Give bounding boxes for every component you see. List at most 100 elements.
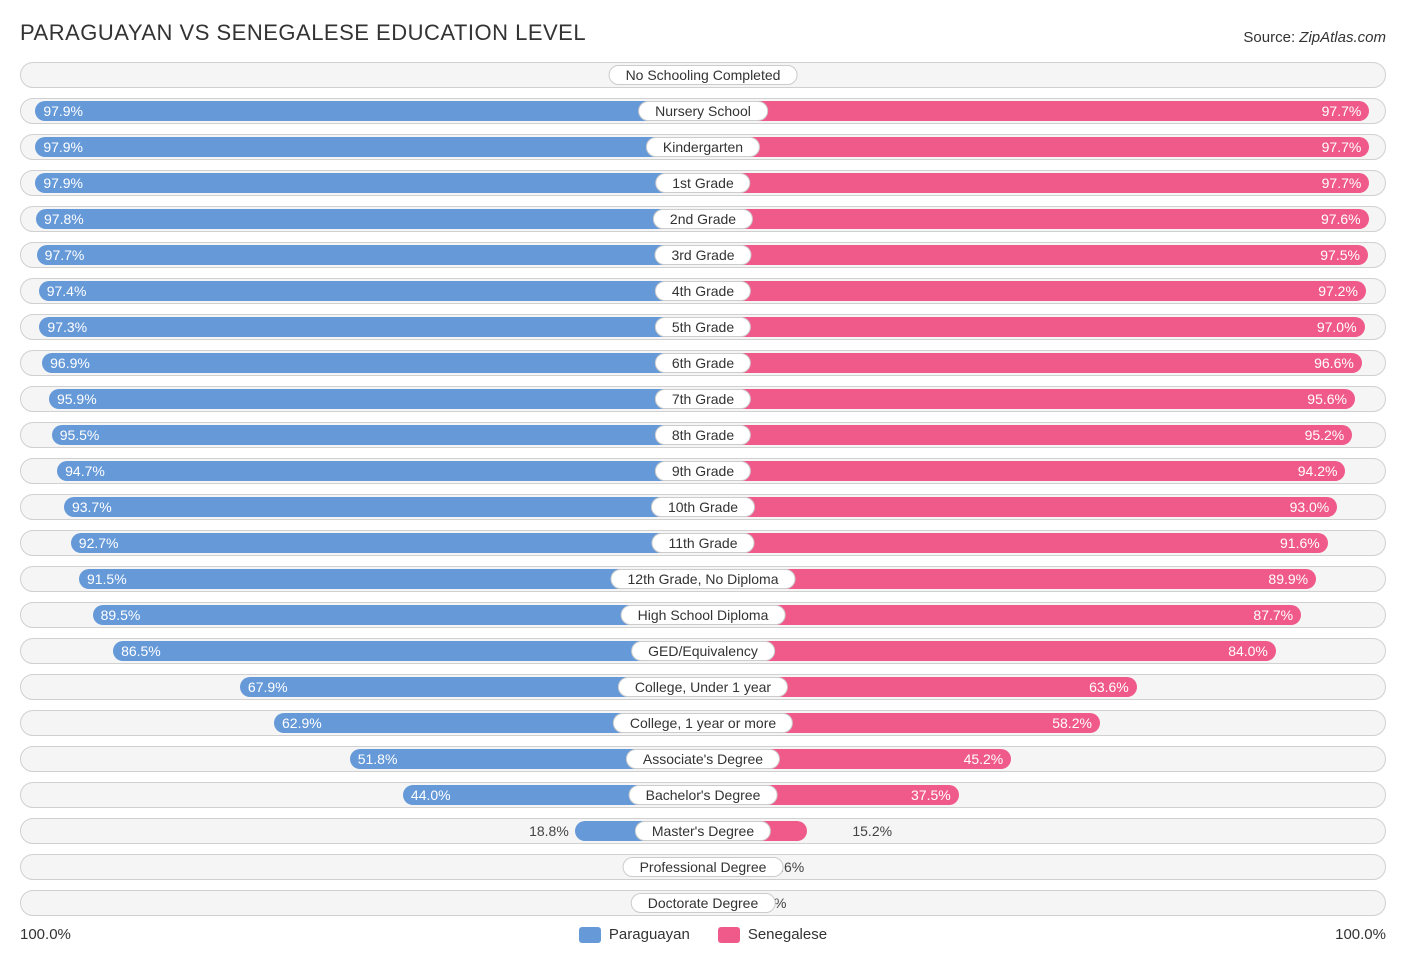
bar-half-left: 97.7%	[21, 243, 703, 267]
chart-title: PARAGUAYAN VS SENEGALESE EDUCATION LEVEL	[20, 20, 586, 46]
category-label: No Schooling Completed	[609, 65, 798, 85]
bar-half-right: 97.0%	[703, 315, 1385, 339]
bar-right	[703, 137, 1369, 157]
bar-half-right: 89.9%	[703, 567, 1385, 591]
value-left: 95.5%	[52, 423, 100, 447]
bar-left	[93, 605, 703, 625]
bar-half-left: 89.5%	[21, 603, 703, 627]
bar-half-left: 91.5%	[21, 567, 703, 591]
bar-half-left: 92.7%	[21, 531, 703, 555]
bar-half-left: 93.7%	[21, 495, 703, 519]
bar-half-right: 95.2%	[703, 423, 1385, 447]
category-label: 7th Grade	[655, 389, 751, 409]
category-label: College, 1 year or more	[613, 713, 793, 733]
category-label: Associate's Degree	[626, 749, 780, 769]
bar-right	[703, 245, 1368, 265]
bar-left	[52, 425, 703, 445]
axis-left-max: 100.0%	[20, 926, 71, 943]
chart-row: 97.3%97.0%5th Grade	[20, 314, 1386, 340]
chart-footer: 100.0% Paraguayan Senegalese 100.0%	[20, 926, 1386, 943]
value-right: 95.6%	[1307, 387, 1355, 411]
legend-swatch-left	[579, 927, 601, 943]
bar-half-left: 67.9%	[21, 675, 703, 699]
bar-half-left: 94.7%	[21, 459, 703, 483]
chart-row: 62.9% 58.2% College, 1 year or more	[20, 710, 1386, 736]
value-right: 97.7%	[1322, 99, 1370, 123]
bar-half-right: 97.7%	[703, 135, 1385, 159]
bar-half-right: 63.6%	[703, 675, 1385, 699]
bar-right	[703, 605, 1301, 625]
bar-half-right: 87.7%	[703, 603, 1385, 627]
value-left: 97.9%	[35, 99, 83, 123]
bar-left	[39, 281, 703, 301]
category-label: High School Diploma	[621, 605, 786, 625]
value-left: 94.7%	[57, 459, 105, 483]
category-label: Bachelor's Degree	[629, 785, 778, 805]
chart-row: 96.9%96.6%6th Grade	[20, 350, 1386, 376]
bar-half-left: 95.5%	[21, 423, 703, 447]
bar-left	[57, 461, 703, 481]
category-label: 2nd Grade	[653, 209, 753, 229]
chart-row: 67.9%63.6%College, Under 1 year	[20, 674, 1386, 700]
bar-half-right: 4.6%	[703, 855, 1385, 879]
chart-source: Source: ZipAtlas.com	[1243, 29, 1386, 46]
bar-right	[703, 389, 1355, 409]
value-left: 97.9%	[35, 171, 83, 195]
value-right: 97.0%	[1317, 315, 1365, 339]
category-label: 11th Grade	[651, 533, 754, 553]
category-label: Nursery School	[638, 101, 768, 121]
value-right: 93.0%	[1290, 495, 1338, 519]
bar-half-left: 96.9%	[21, 351, 703, 375]
bar-left	[42, 353, 703, 373]
bar-half-right: 15.2%	[703, 819, 1385, 843]
bar-half-left: 97.8%	[21, 207, 703, 231]
chart-header: PARAGUAYAN VS SENEGALESE EDUCATION LEVEL…	[20, 20, 1386, 46]
category-label: GED/Equivalency	[631, 641, 775, 661]
bar-right	[703, 461, 1345, 481]
chart-row: 2.3%2.0%Doctorate Degree	[20, 890, 1386, 916]
bar-half-left: 51.8%	[21, 747, 703, 771]
bar-left	[64, 497, 703, 517]
value-left: 89.5%	[93, 603, 141, 627]
value-right: 97.2%	[1318, 279, 1366, 303]
value-right: 84.0%	[1228, 639, 1276, 663]
category-label: 12th Grade, No Diploma	[611, 569, 796, 589]
category-label: 3rd Grade	[654, 245, 751, 265]
value-left: 86.5%	[113, 639, 161, 663]
value-left: 95.9%	[49, 387, 97, 411]
category-label: 1st Grade	[655, 173, 750, 193]
legend-label-right: Senegalese	[748, 926, 827, 943]
value-right: 96.6%	[1314, 351, 1362, 375]
bar-half-left: 86.5%	[21, 639, 703, 663]
value-right: 87.7%	[1253, 603, 1301, 627]
chart-row: 94.7%94.2%9th Grade	[20, 458, 1386, 484]
chart-row: 97.9%97.7%Kindergarten	[20, 134, 1386, 160]
bar-right	[703, 497, 1337, 517]
legend-label-left: Paraguayan	[609, 926, 690, 943]
category-label: 4th Grade	[655, 281, 751, 301]
legend: Paraguayan Senegalese	[579, 926, 827, 943]
value-left: 44.0%	[403, 783, 451, 807]
chart-row: 18.8%15.2%Master's Degree	[20, 818, 1386, 844]
value-left: 67.9%	[240, 675, 288, 699]
chart-row: 86.5% 84.0% GED/Equivalency	[20, 638, 1386, 664]
bar-half-right: 2.0%	[703, 891, 1385, 915]
value-left: 91.5%	[79, 567, 127, 591]
value-left: 51.8%	[350, 747, 398, 771]
source-name: ZipAtlas.com	[1299, 29, 1386, 46]
value-left: 92.7%	[71, 531, 119, 555]
value-right: 97.5%	[1320, 243, 1368, 267]
legend-swatch-right	[718, 927, 740, 943]
value-left: 62.9%	[274, 711, 322, 735]
bar-half-right: 45.2%	[703, 747, 1385, 771]
value-right: 58.2%	[1052, 711, 1100, 735]
bar-half-left: 2.2%	[21, 63, 703, 87]
bar-half-right: 97.7%	[703, 171, 1385, 195]
bar-half-left: 97.9%	[21, 135, 703, 159]
category-label: Master's Degree	[635, 821, 771, 841]
chart-row: 97.4%97.2%4th Grade	[20, 278, 1386, 304]
chart-row: 51.8% 45.2% Associate's Degree	[20, 746, 1386, 772]
value-right: 45.2%	[964, 747, 1012, 771]
bar-right	[703, 101, 1369, 121]
value-right: 97.7%	[1322, 135, 1370, 159]
